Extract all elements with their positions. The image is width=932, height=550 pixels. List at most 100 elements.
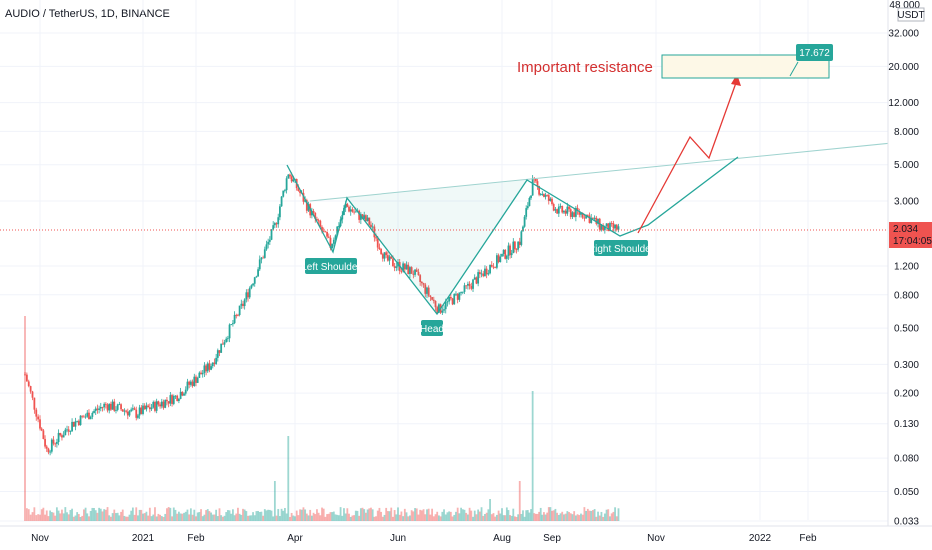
candle-body bbox=[198, 372, 201, 378]
candle-body bbox=[597, 218, 599, 224]
price-tick-label: 5.000 bbox=[894, 160, 919, 171]
candle-body bbox=[103, 403, 106, 408]
candle-body bbox=[152, 401, 155, 408]
candle-body bbox=[186, 381, 189, 390]
volume-bar bbox=[300, 509, 303, 521]
volume-bar bbox=[472, 516, 474, 521]
resistance-text: Important resistance bbox=[517, 59, 653, 76]
volume-bar bbox=[602, 516, 605, 521]
volume-bar bbox=[272, 516, 275, 521]
volume-bar bbox=[116, 512, 119, 521]
volume-bar bbox=[402, 516, 405, 521]
candle-body bbox=[159, 404, 161, 407]
candle-body bbox=[76, 420, 79, 422]
candle-body bbox=[91, 412, 94, 417]
volume-bar bbox=[160, 516, 163, 521]
candle-body bbox=[230, 324, 233, 325]
candle-body bbox=[477, 272, 480, 284]
volume-bar bbox=[592, 510, 594, 521]
candle-body bbox=[541, 194, 544, 195]
candle-body bbox=[164, 399, 167, 408]
volume-bar bbox=[221, 516, 224, 521]
volume-bar bbox=[206, 509, 209, 521]
volume-bar bbox=[33, 507, 36, 521]
candle-body bbox=[33, 397, 36, 410]
volume-bar bbox=[526, 510, 529, 521]
candle-body bbox=[327, 236, 330, 238]
volume-bar bbox=[324, 516, 327, 521]
candle-body bbox=[54, 443, 57, 445]
candle-body bbox=[55, 442, 58, 444]
candle-body bbox=[250, 285, 253, 289]
candle-body bbox=[220, 343, 223, 353]
current-price-badge bbox=[889, 222, 932, 248]
candle-body bbox=[564, 210, 567, 214]
volume-bar bbox=[27, 509, 30, 521]
volume-bar bbox=[263, 509, 266, 521]
volume-bar bbox=[138, 509, 141, 521]
volume-bar bbox=[564, 513, 567, 521]
volume-bar bbox=[349, 516, 352, 521]
candle-body bbox=[128, 411, 131, 416]
volume-bar bbox=[252, 512, 254, 521]
volume-bar bbox=[593, 509, 596, 521]
volume-bar bbox=[359, 508, 362, 521]
candle-body bbox=[393, 266, 396, 268]
candle-body bbox=[121, 409, 124, 412]
volume-bar bbox=[203, 514, 206, 521]
candle-body bbox=[574, 207, 577, 217]
candle-body bbox=[432, 299, 435, 301]
candle-body bbox=[463, 285, 466, 292]
volume-bar bbox=[434, 514, 437, 521]
volume-bar bbox=[458, 513, 461, 521]
volume-bar bbox=[174, 509, 177, 521]
volume-bar bbox=[358, 515, 361, 521]
volume-bar bbox=[419, 509, 422, 521]
price-tick-label: 0.130 bbox=[894, 419, 919, 430]
candle-body bbox=[193, 376, 196, 386]
volume-bar bbox=[477, 509, 480, 521]
candle-body bbox=[200, 372, 202, 375]
candle-body bbox=[349, 209, 352, 212]
candle-body bbox=[260, 257, 263, 260]
volume-bar bbox=[559, 513, 562, 521]
volume-bar bbox=[169, 507, 172, 521]
right-shoulder-label: Right Shoulder bbox=[588, 244, 655, 255]
time-tick-label: Sep bbox=[543, 533, 561, 544]
candle-body bbox=[216, 350, 219, 358]
volume-bar bbox=[578, 515, 581, 521]
volume-bar bbox=[64, 507, 67, 521]
volume-bar bbox=[531, 391, 534, 521]
candle-body bbox=[388, 256, 391, 261]
left-shoulder-badge bbox=[305, 258, 357, 274]
volume-bar bbox=[427, 508, 430, 521]
volume-bar bbox=[62, 513, 65, 521]
volume-bars bbox=[24, 316, 620, 521]
candle-body bbox=[69, 431, 72, 432]
candle-body bbox=[595, 217, 598, 224]
candle-body bbox=[470, 286, 473, 289]
candle-body bbox=[305, 200, 308, 211]
candle-body bbox=[208, 363, 211, 370]
candle-body bbox=[322, 231, 325, 233]
volume-bar bbox=[429, 514, 432, 521]
candle-body bbox=[262, 257, 265, 259]
candle-body bbox=[59, 432, 62, 436]
volume-bar bbox=[446, 512, 449, 521]
candle-body bbox=[326, 231, 328, 237]
volume-bar bbox=[74, 515, 77, 521]
candle-body bbox=[518, 241, 521, 245]
candle-body bbox=[126, 411, 129, 416]
volume-bar bbox=[72, 516, 75, 521]
volume-bar bbox=[605, 509, 608, 521]
volume-bar bbox=[166, 508, 168, 521]
volume-bar bbox=[123, 515, 126, 521]
volume-bar bbox=[512, 508, 515, 521]
volume-bar bbox=[213, 514, 216, 521]
candle-body bbox=[181, 391, 184, 396]
candle-body bbox=[57, 432, 60, 443]
candle-body bbox=[336, 226, 339, 236]
price-tick-label: 12.000 bbox=[888, 98, 919, 109]
volume-bar bbox=[52, 512, 55, 521]
